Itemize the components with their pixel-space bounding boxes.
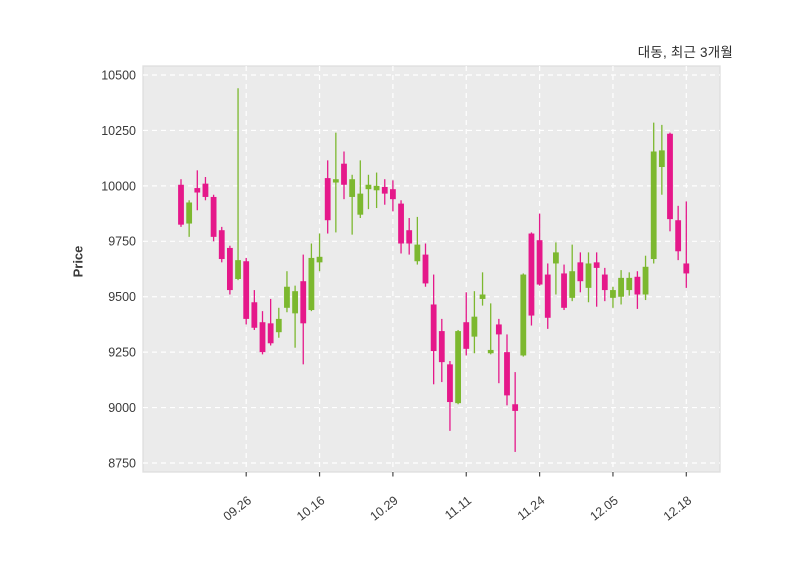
candle-body-up [186, 202, 193, 224]
candle-body-down [601, 274, 608, 291]
candle-body-up [455, 331, 461, 404]
candle-body-up [292, 291, 298, 314]
x-tick-label: 12.05 [588, 493, 621, 523]
candle-body-down [227, 247, 233, 291]
candle-body-up [658, 150, 665, 168]
candle-body-up [275, 318, 282, 333]
candle-body-up [626, 277, 633, 291]
candle-body-up [349, 179, 356, 197]
candle-body-down [577, 262, 584, 282]
candle-body-down [210, 196, 217, 237]
candle-body-up [235, 260, 241, 279]
candle-body-down [544, 274, 551, 318]
y-tick-label: 9750 [108, 235, 136, 249]
candle-body-up [316, 256, 323, 263]
candle-body-down [341, 163, 347, 185]
candle-body-down [202, 183, 209, 197]
x-tick-label: 09.26 [221, 493, 254, 523]
candle-body-down [675, 220, 682, 252]
candle-body-down [300, 281, 307, 324]
y-tick-label: 10250 [101, 124, 136, 138]
candle-body-down [178, 184, 184, 225]
x-tick-label: 12.18 [661, 493, 694, 523]
y-axis-title: Price [70, 245, 86, 278]
candle-body-down [406, 230, 413, 244]
candle-body-up [365, 184, 372, 190]
candle-body-up [642, 266, 649, 295]
candle-body-down [463, 322, 470, 349]
candle-body-down [593, 262, 600, 268]
candle-body-down [634, 276, 641, 295]
x-tick-label: 10.16 [294, 493, 327, 523]
y-tick-label: 8750 [108, 456, 136, 470]
candle-body-down [390, 189, 396, 200]
candle-body-down [447, 364, 453, 403]
candle-body-down [438, 331, 445, 363]
x-tick-label: 10.29 [367, 493, 400, 523]
candle-body-down [561, 273, 567, 308]
candle-body-down [259, 322, 266, 353]
candle-body-up [414, 244, 421, 262]
y-tick-label: 10000 [101, 179, 136, 193]
candle-body-down [398, 203, 404, 244]
candle-body-up [308, 257, 315, 311]
candle-body-up [487, 349, 494, 354]
candle-body-up [569, 271, 576, 298]
candle-body-up [479, 294, 486, 299]
candle-body-up [471, 316, 478, 337]
x-tick-label: 11.11 [442, 493, 474, 522]
candle-body-up [618, 277, 624, 297]
candle-body-down [504, 352, 510, 396]
candle-body-down [683, 263, 690, 274]
candle-body-down [495, 324, 502, 335]
y-tick-label: 9250 [108, 346, 136, 360]
candle-body-up [284, 286, 290, 308]
candle-body-up [585, 263, 592, 288]
candle-body-down [194, 188, 201, 193]
candle-body-down [243, 261, 250, 319]
x-tick-label: 11.24 [515, 493, 548, 523]
candle-body-down [324, 178, 331, 221]
candle-body-down [667, 133, 673, 220]
candle-body-down [422, 254, 429, 284]
candle-body-down [430, 304, 437, 352]
candle-body-up [373, 185, 380, 191]
candle-body-up [520, 274, 527, 356]
y-tick-label: 9500 [108, 290, 136, 304]
candle-body-up [553, 252, 559, 264]
y-tick-label: 9000 [108, 401, 136, 415]
chart-title: 대동, 최근 3개월 [637, 45, 733, 60]
candle-body-up [332, 179, 339, 183]
candle-body-down [251, 302, 258, 328]
candle-body-down [528, 233, 535, 316]
candle-body-down [536, 240, 543, 285]
candle-body-down [381, 186, 388, 194]
candle-body-up [650, 151, 657, 260]
candle-body-up [610, 290, 616, 298]
y-tick-label: 10500 [101, 68, 136, 82]
candle-body-down [218, 230, 225, 260]
candle-body-down [512, 404, 519, 411]
candle-body-up [357, 193, 364, 215]
candle-body-down [267, 323, 274, 344]
